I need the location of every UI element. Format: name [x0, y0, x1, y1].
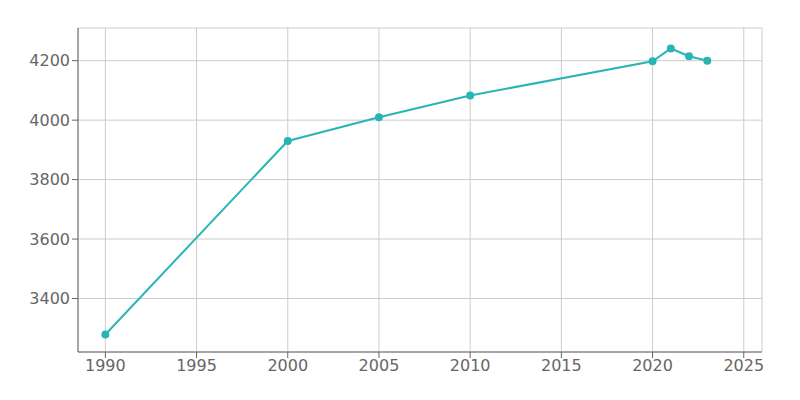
- svg-text:3600: 3600: [29, 230, 70, 249]
- svg-text:2020: 2020: [632, 356, 673, 375]
- svg-text:3400: 3400: [29, 289, 70, 308]
- svg-text:2010: 2010: [450, 356, 491, 375]
- svg-text:2015: 2015: [541, 356, 582, 375]
- svg-text:2005: 2005: [359, 356, 400, 375]
- svg-text:1995: 1995: [176, 356, 217, 375]
- svg-text:4000: 4000: [29, 111, 70, 130]
- svg-text:1990: 1990: [85, 356, 126, 375]
- svg-text:2025: 2025: [723, 356, 764, 375]
- svg-text:3800: 3800: [29, 170, 70, 189]
- svg-text:2000: 2000: [267, 356, 308, 375]
- svg-text:4200: 4200: [29, 51, 70, 70]
